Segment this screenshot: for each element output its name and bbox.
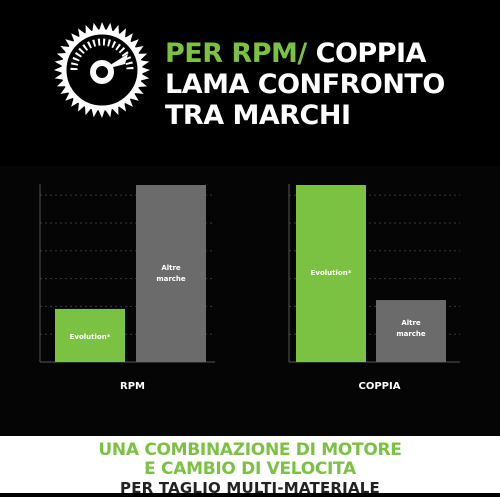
headline-line2: LAMA CONFRONTO [165, 69, 445, 100]
bar-label: Evolution* [70, 333, 111, 341]
bar-evolution [55, 308, 125, 362]
headline-line1: COPPIA [306, 38, 427, 69]
blade-tooth [134, 87, 144, 94]
blade-tooth [130, 93, 139, 101]
headline-highlight: PER RPM/ [165, 38, 307, 69]
comparison-charts: Evolution* Altre marche RPM Evolution* Altre m… [39, 184, 460, 392]
x-axis-label: COPPIA [359, 381, 401, 392]
blade-tooth [119, 28, 126, 38]
blade-tooth [92, 22, 99, 32]
footer-banner: UNA COMBINAZIONE DI MOTORE E CAMBIO DI V… [0, 436, 500, 497]
blade-tooth [54, 59, 64, 66]
blade-tooth [60, 46, 70, 53]
bar-label: Altre [161, 264, 181, 272]
blade-tooth [71, 33, 80, 42]
blade-tooth [99, 22, 106, 31]
bar-evolution [296, 185, 366, 362]
bar-label: marche [156, 275, 186, 283]
bar-altre-marche [136, 185, 206, 362]
blade-tooth [105, 108, 112, 118]
bar-altre-marche [376, 300, 446, 362]
blade-tooth [54, 66, 63, 73]
bar-label: marche [396, 330, 426, 338]
bar-label: Evolution* [311, 269, 352, 277]
blade-tooth [71, 98, 79, 107]
blade-tooth [130, 39, 139, 48]
blade-tooth [65, 39, 74, 47]
blade-tooth [118, 103, 126, 112]
blade-tooth [106, 22, 113, 32]
blade-tooth [91, 108, 98, 118]
footer-line1: UNA COMBINAZIONE DI MOTORE [98, 440, 402, 460]
blade-tooth [98, 109, 105, 118]
blade-tooth [140, 74, 150, 81]
saw-blade-gauge-icon [54, 22, 150, 118]
blade-tooth [60, 86, 69, 94]
footer-line3: PER TAGLIO MULTI-MATERIALE [120, 479, 380, 497]
blade-tooth [65, 92, 74, 101]
blade-tooth [54, 73, 64, 80]
blade-tooth [124, 98, 133, 107]
blade-tooth [78, 102, 85, 112]
bar-label: Altre [401, 319, 421, 327]
blade-tooth [135, 46, 144, 54]
footer-line2: E CAMBIO DI VELOCITA [144, 459, 356, 479]
x-axis-label: RPM [120, 381, 145, 392]
blade-tooth [78, 28, 86, 37]
headline-line3: TRA MARCHI [165, 100, 351, 131]
blade-tooth [141, 67, 150, 74]
blade-tooth [125, 33, 133, 42]
blade-tooth [140, 60, 150, 67]
headline: PER RPM/ COPPIA LAMA CONFRONTO TRA MARCH… [165, 38, 495, 131]
